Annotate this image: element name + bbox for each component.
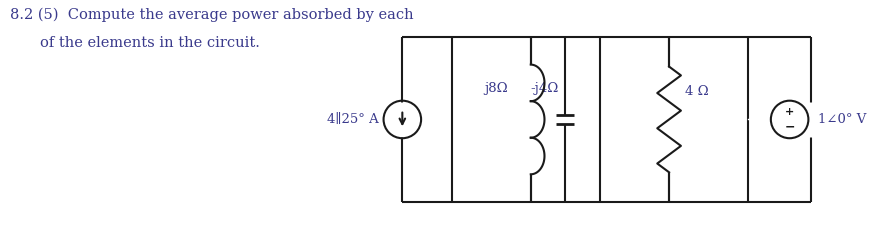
Text: 1∠0° V: 1∠0° V: [817, 113, 866, 126]
Text: +: +: [784, 107, 794, 117]
Text: 4∥25° A: 4∥25° A: [326, 113, 378, 126]
Text: of the elements in the circuit.: of the elements in the circuit.: [39, 36, 260, 50]
Text: -j4Ω: -j4Ω: [531, 82, 559, 95]
Text: 8.2 (5)  Compute the average power absorbed by each: 8.2 (5) Compute the average power absorb…: [11, 8, 413, 22]
Text: j8Ω: j8Ω: [484, 82, 508, 95]
Text: 4 Ω: 4 Ω: [684, 85, 708, 98]
Text: −: −: [783, 121, 794, 134]
